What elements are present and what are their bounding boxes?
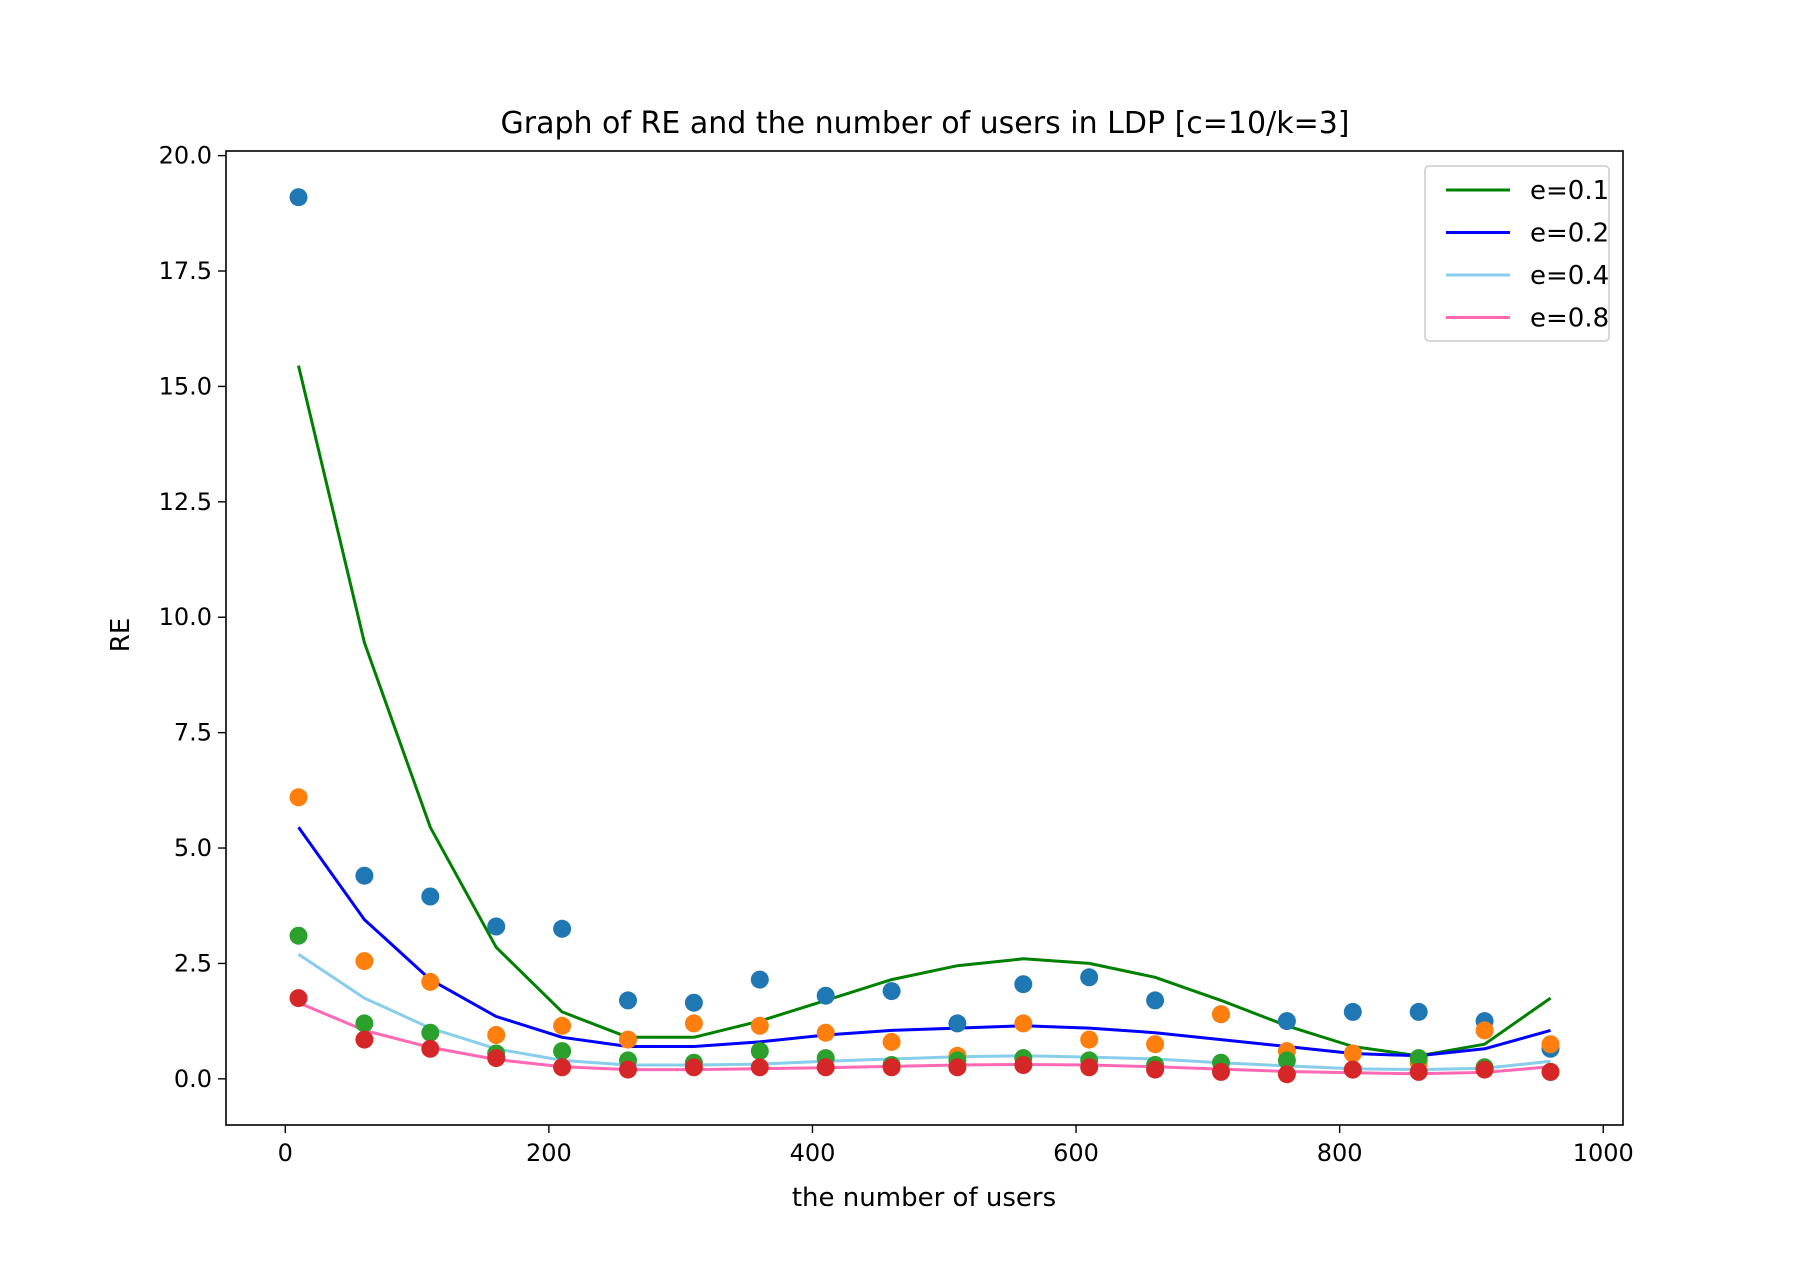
scatter-point [1541,1035,1560,1054]
series-line [297,952,1551,1072]
y-axis: 0.0 2.5 5.0 7.5 10.0 12.5 15.0 17.5 20.0 [159,142,226,1093]
scatter-point [948,1014,967,1033]
scatter-point [289,926,308,945]
legend-label: e=0.2 [1530,219,1609,249]
scatter-point [750,1016,769,1035]
x-tick-label: 400 [790,1139,836,1167]
scatter-point [355,1014,374,1033]
scatter-point [355,866,374,885]
x-tick-label: 600 [1053,1139,1099,1167]
y-tick-label: 0.0 [174,1065,212,1093]
scatter-point [1277,1012,1296,1031]
scatter-point [487,917,506,936]
y-tick-label: 12.5 [159,488,212,516]
scatter-point [684,993,703,1012]
scatter-point [1277,1065,1296,1084]
scatter-point [421,887,440,906]
scatter-point [487,1026,506,1044]
y-tick-label: 7.5 [174,719,212,747]
scatter-point [882,1032,901,1051]
scatter-point [619,991,637,1010]
scatter-point [355,1030,374,1049]
scatter-point [553,1042,572,1061]
scatter-point [816,1023,835,1042]
series-line [297,1001,1551,1076]
scatter-point [1541,1062,1560,1081]
scatter-point [1080,968,1099,987]
scatter-point [1409,1049,1428,1068]
legend-label: e=0.1 [1530,176,1609,206]
scatter-point [289,188,308,207]
series-line [297,826,1551,1058]
plot-frame [225,150,1624,1126]
scatter-point [750,970,769,989]
scatter-point [421,1023,440,1042]
scatter-point [1080,1058,1099,1077]
scatter-point [619,1030,637,1049]
scatter-point [1080,1030,1099,1049]
y-tick-label: 10.0 [159,603,212,631]
scatter-point [355,952,374,971]
scatter-point [750,1042,769,1061]
scatter-point [882,982,901,1001]
legend-label: e=0.8 [1530,304,1609,334]
legend: e=0.1 e=0.2 e=0.4 e=0.8 [1424,165,1610,342]
y-tick-label: 15.0 [159,372,212,400]
x-tick-label: 200 [526,1139,572,1167]
y-tick-label: 2.5 [174,949,212,977]
scatter-point [684,1058,703,1077]
scatter-point [421,972,440,991]
x-axis: 0 200 400 600 800 1000 [278,1125,1634,1167]
scatter-point [1409,1002,1428,1021]
x-tick-label: 800 [1317,1139,1363,1167]
scatter-point [487,1049,506,1068]
scatter-point [1212,1062,1230,1081]
scatter-point [1475,1060,1494,1079]
legend-frame [1424,165,1610,342]
scatter-point [1343,1002,1362,1021]
scatter-point [816,1058,835,1077]
scatter-point [1343,1060,1362,1079]
scatter-point [684,1014,703,1033]
y-tick-label: 17.5 [159,257,212,285]
y-axis-title: RE [106,618,136,653]
scatter-point [750,1058,769,1077]
scatter-point [1014,975,1033,994]
scatter-point [882,1058,901,1077]
x-axis-title: the number of users [792,1183,1056,1213]
scatter-point [1343,1044,1362,1063]
scatter-point [1146,991,1165,1010]
scatter-point [1146,1060,1165,1079]
scatter-point [1277,1051,1296,1070]
scatter-point [421,1039,440,1058]
scatter-point [1475,1021,1494,1040]
scatter-point [1146,1035,1165,1054]
plot-area [289,188,1560,1084]
series-line [297,365,1552,1058]
scatter-point [553,1058,572,1077]
legend-label: e=0.4 [1530,261,1609,291]
y-tick-label: 20.0 [159,142,212,170]
scatter-point [1212,1005,1230,1024]
scatter-point [619,1060,637,1079]
scatter-point [948,1058,967,1077]
scatter-point [553,919,572,938]
chart-title: Graph of RE and the number of users in L… [500,106,1349,141]
scatter-point [816,986,835,1005]
scatter-point [1014,1014,1033,1033]
scatter-point [289,989,308,1008]
x-tick-label: 0 [278,1139,293,1167]
scatter-point [289,788,308,807]
scatter-point [1409,1062,1428,1081]
x-tick-label: 1000 [1573,1139,1634,1167]
y-tick-label: 5.0 [174,834,212,862]
scatter-point [553,1016,572,1035]
scatter-point [1014,1056,1033,1074]
